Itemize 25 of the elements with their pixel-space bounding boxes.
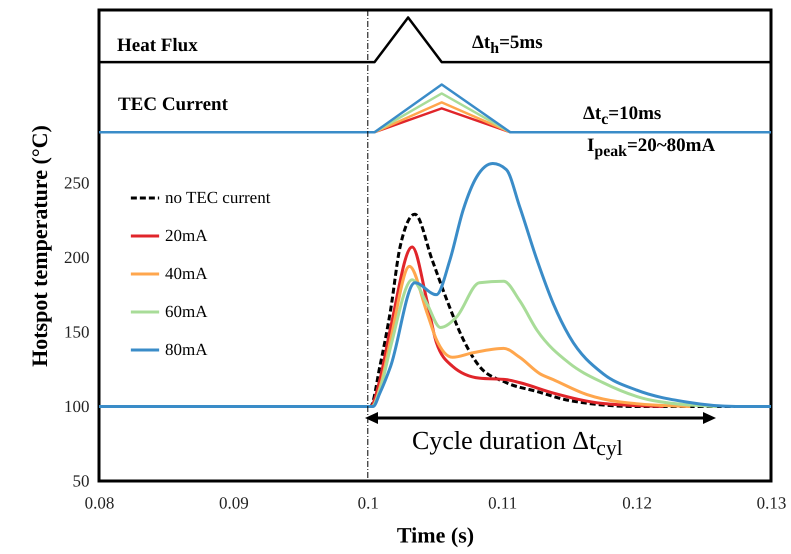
y-tick-label: 150 xyxy=(64,322,90,342)
y-tick-label: 200 xyxy=(64,248,90,267)
annotation: I$_{peak}$=20~80mA xyxy=(587,135,716,160)
annotation: TEC Current xyxy=(118,94,228,115)
annotation: Δt$_{h}$=5ms xyxy=(472,32,543,57)
x-tick-label: 0.09 xyxy=(219,494,249,512)
legend-label: no TEC current xyxy=(165,188,271,207)
annotation: Cycle duration Δt$_{cyl}$ xyxy=(412,426,623,460)
legend-label: 20mA xyxy=(165,226,208,245)
annotation: Heat Flux xyxy=(117,35,198,56)
line-series xyxy=(99,162,771,408)
annotation: Δt$_{c}$=10ms xyxy=(583,103,662,128)
y-tick-label: 250 xyxy=(64,173,90,192)
x-tick-label: 0.08 xyxy=(84,494,114,512)
y-axis-title: Hotspot temperature (°C) xyxy=(27,125,52,367)
x-tick-label: 0.13 xyxy=(756,494,786,512)
legend-label: 80mA xyxy=(165,340,208,359)
x-tick-label: 0.11 xyxy=(488,494,518,512)
legend-label: 60mA xyxy=(165,302,208,321)
x-tick-label: 0.1 xyxy=(358,494,379,512)
legend-label: 40mA xyxy=(165,264,208,283)
x-tick-label: 0.12 xyxy=(622,494,652,512)
y-tick-label: 100 xyxy=(64,396,90,416)
y-tick-label: 50 xyxy=(72,472,90,490)
x-axis-title: Time (s) xyxy=(396,522,474,548)
